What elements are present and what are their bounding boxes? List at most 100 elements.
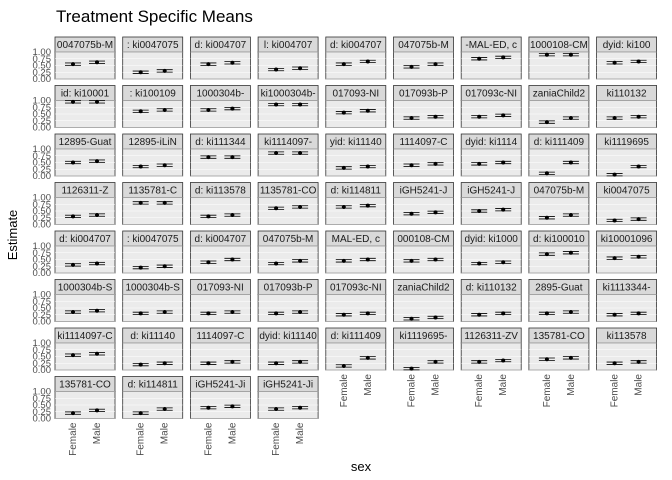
data-point bbox=[612, 116, 617, 121]
facet-panel: d: ki111344 bbox=[189, 133, 251, 177]
facet-strip-label: 000108-CM bbox=[397, 234, 449, 245]
data-point bbox=[298, 204, 303, 209]
facet-panel: 2895-Guat bbox=[528, 279, 590, 322]
y-tick-label: 1.00 bbox=[33, 193, 52, 204]
data-point bbox=[206, 214, 211, 219]
facet-panel: 017093c-NI bbox=[460, 85, 522, 128]
x-tick-label: Female bbox=[203, 422, 214, 456]
y-axis-title: Estimate bbox=[5, 210, 20, 261]
data-point bbox=[501, 358, 506, 363]
x-axis-title: sex bbox=[351, 459, 372, 474]
facet-strip-label: 1135781-CO bbox=[260, 186, 317, 197]
data-point bbox=[95, 213, 99, 218]
data-point bbox=[477, 312, 482, 317]
data-point bbox=[341, 62, 346, 67]
data-point bbox=[274, 102, 279, 107]
facet-strip-label: dyid: ki1000 bbox=[465, 234, 519, 245]
data-point bbox=[138, 70, 143, 75]
data-point bbox=[568, 310, 573, 315]
facet-panel: 017093b-P bbox=[393, 85, 454, 128]
data-point bbox=[612, 172, 617, 177]
x-tick-label: Female bbox=[68, 422, 79, 456]
y-tick-label: 0.00 bbox=[33, 123, 52, 134]
data-point bbox=[206, 260, 211, 265]
data-point bbox=[71, 353, 75, 358]
facet-strip-label: dyid: ki1114 bbox=[465, 137, 517, 148]
y-tick-label: 0.50 bbox=[33, 109, 52, 120]
y-tick-label: 0.25 bbox=[33, 67, 52, 78]
facet-panel: 017093-NI bbox=[189, 279, 251, 322]
x-tick-label: Female bbox=[542, 374, 553, 408]
facet-panel: d: ki004707 bbox=[189, 230, 251, 274]
data-point bbox=[162, 361, 167, 366]
data-point bbox=[636, 359, 641, 364]
facet-panel: iGH5241-Ji Female Male bbox=[189, 376, 251, 456]
y-tick-label: 0.00 bbox=[33, 220, 52, 231]
data-point bbox=[501, 260, 506, 265]
y-tick-label: 0.00 bbox=[33, 317, 52, 328]
data-point bbox=[433, 315, 438, 320]
facet-panel: iGH5241-Ji Female Male bbox=[257, 376, 319, 456]
facet-strip-label: zaniaChild2 bbox=[533, 89, 586, 100]
facet-strip-label: 017093c-NI bbox=[465, 89, 517, 100]
facet-panel: 047075b-M bbox=[528, 182, 590, 225]
y-tick-label: 0.50 bbox=[33, 352, 52, 363]
data-point bbox=[298, 258, 303, 263]
data-point bbox=[636, 311, 641, 316]
x-tick-label: Female bbox=[610, 374, 621, 408]
data-point bbox=[230, 155, 235, 160]
data-point bbox=[612, 218, 617, 223]
y-tick-label: 1.00 bbox=[33, 144, 52, 155]
data-point bbox=[341, 165, 346, 170]
facet-strip-label: d: ki004707 bbox=[195, 40, 247, 51]
facet-panel: MAL-ED, c bbox=[325, 230, 387, 274]
data-point bbox=[477, 114, 482, 119]
data-point bbox=[477, 261, 482, 266]
data-point bbox=[568, 213, 573, 218]
facet-strip-label: 1000304b- bbox=[196, 89, 244, 100]
data-point bbox=[95, 261, 99, 266]
facet-panel: d: ki111409 Female Male bbox=[325, 327, 387, 408]
facet-panel: zaniaChild2 bbox=[393, 279, 454, 322]
data-point bbox=[544, 252, 549, 257]
facet-panel: -MAL-ED, c bbox=[460, 36, 522, 80]
y-tick-label: 0.75 bbox=[33, 345, 52, 356]
data-point bbox=[365, 164, 370, 169]
data-point bbox=[433, 62, 438, 67]
y-tick-label: 0.00 bbox=[33, 171, 52, 182]
facet-strip-label: 135781-CO bbox=[59, 380, 111, 391]
data-point bbox=[162, 310, 167, 315]
data-point bbox=[298, 405, 303, 410]
data-point bbox=[71, 411, 75, 416]
y-tick-label: 0.50 bbox=[33, 400, 52, 411]
facet-strip-label: ki0047075 bbox=[604, 186, 651, 197]
facet-panel: d: ki004707 bbox=[189, 36, 251, 80]
facet-panel: l: ki004707 bbox=[257, 36, 319, 80]
data-point bbox=[433, 210, 438, 215]
facet-strip-label: d: ki11140 bbox=[130, 331, 175, 342]
data-point bbox=[71, 160, 75, 165]
facet-panel: ki1113344- bbox=[596, 279, 657, 322]
facet-strip-label: 017093c-NI bbox=[330, 283, 382, 294]
data-point bbox=[274, 261, 279, 266]
facet-strip-label: ki1114097- bbox=[264, 137, 312, 148]
data-point bbox=[501, 160, 506, 165]
data-point bbox=[95, 60, 99, 65]
facet-strip-label: d: ki111344 bbox=[195, 137, 246, 148]
facet-panel: ki1000304b- bbox=[257, 85, 319, 128]
facet-strip-label: 12895-Guat bbox=[59, 137, 112, 148]
x-tick-label: Female bbox=[339, 374, 350, 408]
x-tick-label: Male bbox=[634, 374, 645, 396]
facet-panel: 12895-iLiN bbox=[122, 133, 184, 177]
data-point bbox=[206, 405, 211, 410]
facet-panel: 1000304b- bbox=[189, 85, 251, 128]
data-point bbox=[138, 362, 143, 367]
data-point bbox=[162, 107, 167, 112]
data-point bbox=[274, 361, 279, 366]
facet-panel: d: ki004707 bbox=[325, 36, 387, 80]
y-tick-label: 0.25 bbox=[33, 261, 52, 272]
data-point bbox=[71, 262, 75, 267]
facet-strip-label: ki1000304b- bbox=[261, 89, 316, 100]
facet-strip-label: d: ki004707 bbox=[330, 40, 382, 51]
data-point bbox=[274, 206, 279, 211]
